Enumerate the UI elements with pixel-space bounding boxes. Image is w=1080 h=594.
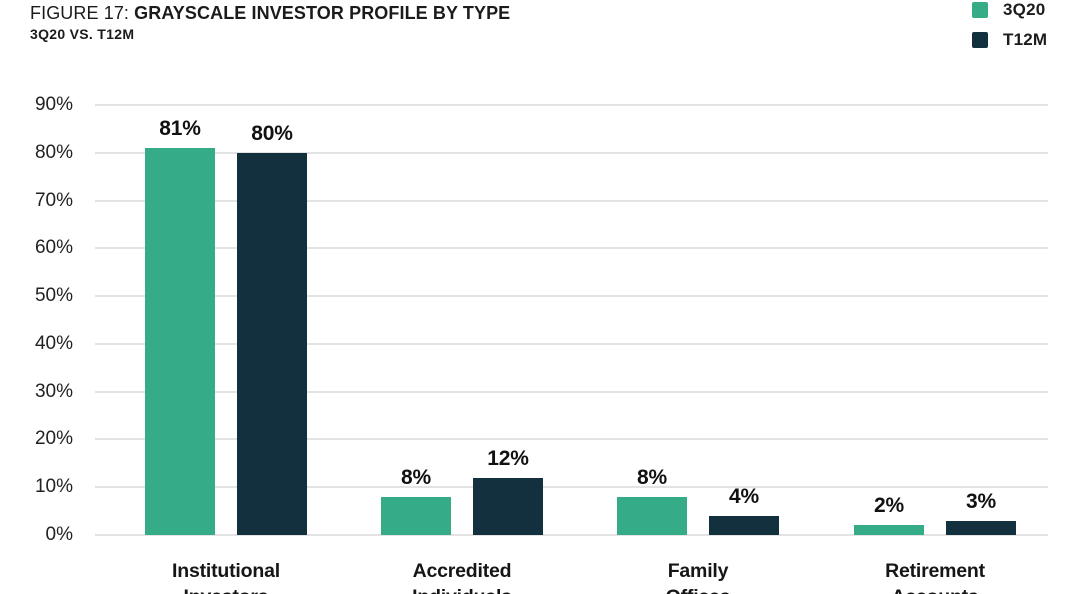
chart-legend: 3Q20 T12M: [972, 0, 1048, 62]
x-axis-label-institutional: Institutional Investors: [106, 558, 346, 594]
legend-swatch-t12m-icon: [972, 32, 988, 48]
x-axis-label-retirement: Retirement Accounts: [815, 558, 1055, 594]
category-label-line2: Individuals: [342, 584, 582, 594]
bar-t12m-accredited: [473, 478, 543, 535]
category-label-line1: Retirement: [885, 560, 985, 582]
category-label-line1: Accredited: [412, 560, 512, 582]
legend-label-t12m: T12M: [1003, 30, 1048, 49]
gridline-90: [95, 104, 1048, 106]
gridline-20: [95, 438, 1048, 441]
y-axis-tick-30: 30%: [34, 380, 73, 402]
figure-subtitle: 3Q20 VS. T12M: [30, 26, 135, 42]
figure-title-text: GRAYSCALE INVESTOR PROFILE BY TYPE: [134, 3, 511, 23]
y-axis-tick-0: 0%: [45, 524, 73, 545]
bar-t12m-family: [709, 516, 779, 535]
x-axis-label-accredited: Accredited Individuals: [342, 558, 582, 594]
x-axis-label-family: Family Offices: [578, 558, 818, 594]
bar-t12m-institutional: [237, 153, 307, 535]
bar-value-3q20-family: 8%: [637, 466, 667, 489]
legend-item-t12m: T12M: [972, 30, 1048, 49]
bar-3q20-family: [617, 497, 687, 535]
gridline-0: [95, 534, 1048, 536]
y-axis-tick-70: 70%: [34, 189, 73, 211]
bar-value-3q20-retirement: 2%: [874, 494, 904, 517]
y-axis-tick-60: 60%: [34, 237, 73, 259]
y-axis-tick-10: 10%: [34, 476, 73, 498]
gridline-60: [95, 247, 1048, 250]
bar-value-t12m-institutional: 80%: [251, 122, 293, 145]
bar-3q20-institutional: [145, 148, 215, 535]
figure-number: FIGURE 17:: [30, 3, 135, 23]
y-axis-tick-40: 40%: [34, 332, 73, 354]
bar-3q20-retirement: [854, 525, 924, 535]
gridline-70: [95, 199, 1048, 202]
gridline-10: [95, 486, 1048, 489]
legend-label-3q20: 3Q20: [1003, 0, 1046, 19]
category-label-line2: Investors: [106, 584, 346, 594]
legend-swatch-3q20-icon: [972, 2, 988, 18]
bar-value-3q20-institutional: 81%: [159, 117, 201, 140]
category-label-line2: Accounts: [815, 584, 1055, 594]
bar-value-t12m-retirement: 3%: [966, 490, 996, 513]
gridline-80: [95, 151, 1048, 154]
bar-value-3q20-accredited: 8%: [401, 466, 431, 489]
bar-t12m-retirement: [946, 521, 1016, 535]
gridline-40: [95, 342, 1048, 345]
y-axis-tick-20: 20%: [34, 428, 73, 450]
bar-value-t12m-accredited: 12%: [487, 447, 529, 470]
category-label-line1: Family: [667, 560, 729, 582]
figure-title: FIGURE 17: GRAYSCALE INVESTOR PROFILE BY…: [30, 3, 510, 24]
gridline-30: [95, 390, 1048, 393]
legend-item-3q20: 3Q20: [972, 0, 1047, 19]
y-axis-tick-90: 90%: [34, 94, 73, 115]
y-axis-tick-80: 80%: [34, 141, 73, 163]
bar-value-t12m-family: 4%: [729, 485, 759, 508]
gridline-50: [95, 295, 1048, 298]
category-label-line2: Offices: [578, 584, 818, 594]
category-label-line1: Institutional: [172, 560, 280, 582]
bar-3q20-accredited: [381, 497, 451, 535]
y-axis-tick-50: 50%: [34, 285, 73, 307]
